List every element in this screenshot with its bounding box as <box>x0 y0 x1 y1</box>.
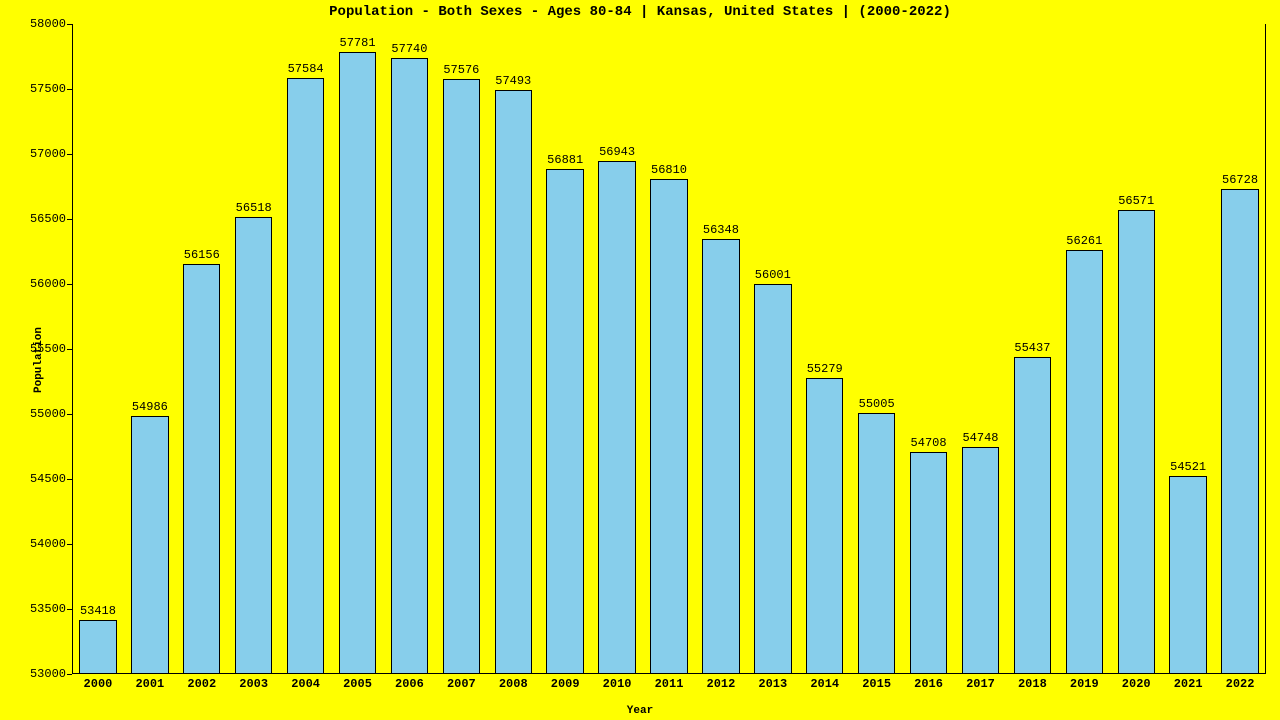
y-axis-line-left <box>72 24 73 674</box>
y-axis-label: Population <box>33 327 45 393</box>
x-tick-label: 2019 <box>1070 677 1099 691</box>
x-tick-label: 2013 <box>758 677 787 691</box>
bar-value-label: 57576 <box>443 63 479 77</box>
bar <box>546 169 583 674</box>
bar-value-label: 56156 <box>184 248 220 262</box>
y-tick-mark <box>67 24 72 25</box>
chart-title: Population - Both Sexes - Ages 80-84 | K… <box>0 4 1280 20</box>
bar <box>79 620 116 674</box>
y-tick-label: 55000 <box>16 407 66 421</box>
y-tick-label: 57500 <box>16 82 66 96</box>
bar-value-label: 56348 <box>703 223 739 237</box>
x-tick-label: 2009 <box>551 677 580 691</box>
bar-value-label: 56810 <box>651 163 687 177</box>
bar-value-label: 55437 <box>1014 341 1050 355</box>
y-tick-label: 58000 <box>16 17 66 31</box>
bar <box>183 264 220 674</box>
bar-value-label: 56518 <box>236 201 272 215</box>
bar-value-label: 54986 <box>132 400 168 414</box>
x-tick-label: 2015 <box>862 677 891 691</box>
bar <box>598 161 635 674</box>
x-tick-label: 2002 <box>187 677 216 691</box>
y-tick-mark <box>67 89 72 90</box>
bar <box>235 217 272 674</box>
bar <box>858 413 895 674</box>
bar <box>339 52 376 674</box>
y-tick-mark <box>67 219 72 220</box>
bar-value-label: 53418 <box>80 604 116 618</box>
bar-value-label: 56728 <box>1222 173 1258 187</box>
y-tick-mark <box>67 284 72 285</box>
x-tick-label: 2018 <box>1018 677 1047 691</box>
bar <box>962 447 999 674</box>
x-tick-label: 2016 <box>914 677 943 691</box>
bar <box>806 378 843 674</box>
bar-value-label: 56571 <box>1118 194 1154 208</box>
y-tick-mark <box>67 674 72 675</box>
x-tick-label: 2001 <box>135 677 164 691</box>
x-tick-label: 2008 <box>499 677 528 691</box>
x-tick-label: 2005 <box>343 677 372 691</box>
bar-value-label: 56881 <box>547 153 583 167</box>
y-tick-label: 56500 <box>16 212 66 226</box>
y-tick-label: 53000 <box>16 667 66 681</box>
x-tick-label: 2000 <box>84 677 113 691</box>
bar-value-label: 57493 <box>495 74 531 88</box>
bar-value-label: 54708 <box>911 436 947 450</box>
bar <box>702 239 739 674</box>
x-tick-label: 2021 <box>1174 677 1203 691</box>
y-tick-mark <box>67 609 72 610</box>
x-tick-label: 2007 <box>447 677 476 691</box>
bar <box>131 416 168 674</box>
bar-value-label: 55279 <box>807 362 843 376</box>
x-tick-label: 2011 <box>655 677 684 691</box>
y-tick-mark <box>67 479 72 480</box>
bar <box>1221 189 1258 674</box>
x-tick-label: 2012 <box>707 677 736 691</box>
bar-value-label: 57740 <box>391 42 427 56</box>
x-tick-label: 2020 <box>1122 677 1151 691</box>
x-axis-label: Year <box>0 705 1280 717</box>
plot-area: 5300053500540005450055000555005600056500… <box>72 24 1266 674</box>
bar-value-label: 57584 <box>288 62 324 76</box>
y-tick-mark <box>67 544 72 545</box>
bar-value-label: 55005 <box>859 397 895 411</box>
x-tick-label: 2006 <box>395 677 424 691</box>
x-tick-label: 2010 <box>603 677 632 691</box>
bar <box>443 79 480 674</box>
y-tick-label: 54500 <box>16 472 66 486</box>
y-tick-label: 57000 <box>16 147 66 161</box>
y-tick-label: 53500 <box>16 602 66 616</box>
y-tick-label: 55500 <box>16 342 66 356</box>
x-tick-label: 2022 <box>1226 677 1255 691</box>
x-tick-label: 2014 <box>810 677 839 691</box>
bar <box>650 179 687 674</box>
x-tick-label: 2003 <box>239 677 268 691</box>
y-tick-label: 56000 <box>16 277 66 291</box>
bar-value-label: 56943 <box>599 145 635 159</box>
bar-value-label: 57781 <box>340 36 376 50</box>
chart-container: Population - Both Sexes - Ages 80-84 | K… <box>0 0 1280 720</box>
bar-value-label: 54748 <box>962 431 998 445</box>
bar <box>1169 476 1206 674</box>
bar-value-label: 56001 <box>755 268 791 282</box>
y-tick-mark <box>67 349 72 350</box>
y-tick-label: 54000 <box>16 537 66 551</box>
bar <box>1118 210 1155 674</box>
y-tick-mark <box>67 414 72 415</box>
bar <box>1014 357 1051 674</box>
bar <box>754 284 791 674</box>
x-tick-label: 2004 <box>291 677 320 691</box>
y-tick-mark <box>67 154 72 155</box>
bar <box>287 78 324 674</box>
bar <box>391 58 428 674</box>
bar-value-label: 54521 <box>1170 460 1206 474</box>
x-tick-label: 2017 <box>966 677 995 691</box>
y-axis-line-right <box>1265 24 1266 674</box>
bar <box>495 90 532 674</box>
bar-value-label: 56261 <box>1066 234 1102 248</box>
bar <box>1066 250 1103 674</box>
bar <box>910 452 947 674</box>
